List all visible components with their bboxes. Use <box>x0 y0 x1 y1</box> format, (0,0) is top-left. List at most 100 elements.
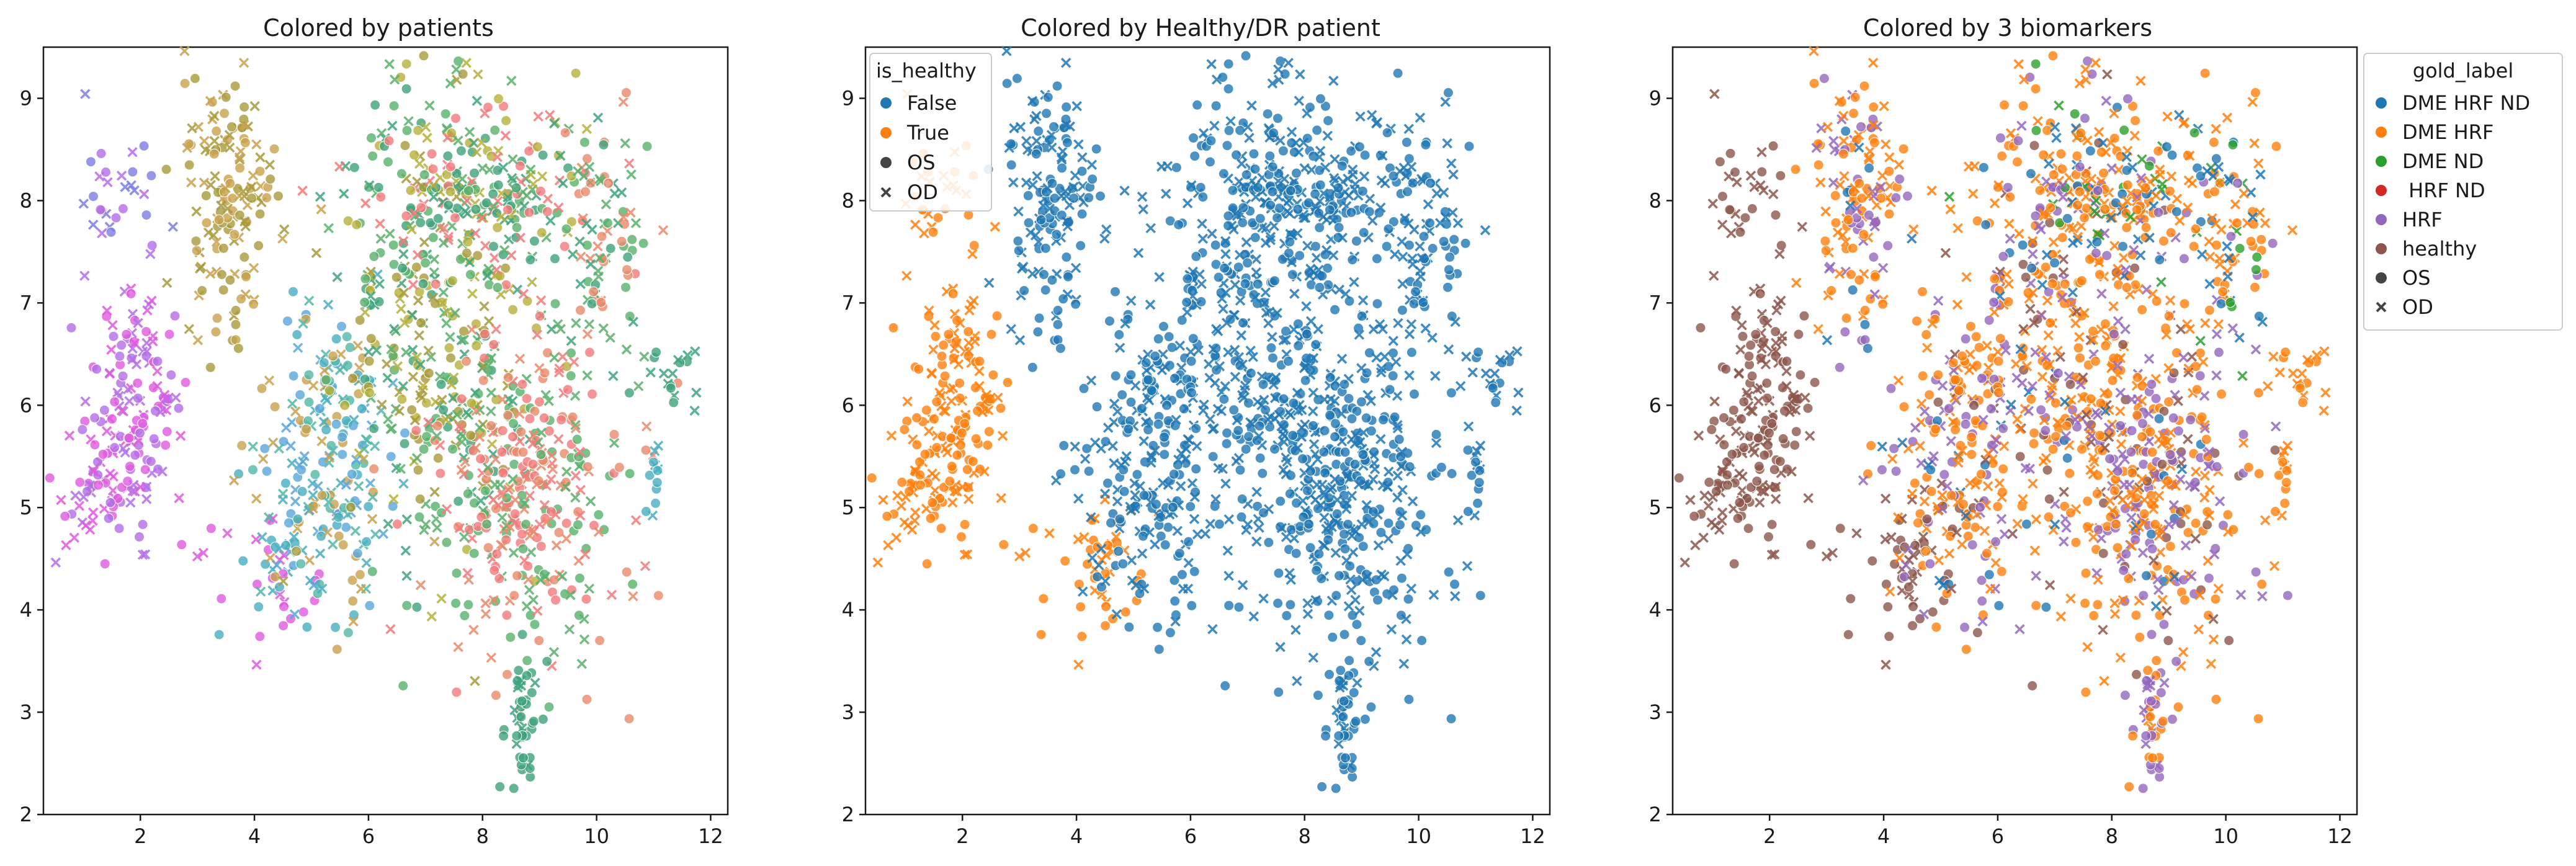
data-point <box>1489 368 1500 379</box>
data-point <box>1328 250 1339 261</box>
data-point <box>1854 142 1864 153</box>
data-point <box>398 478 409 489</box>
data-point <box>102 305 112 316</box>
data-point <box>350 525 361 537</box>
data-point <box>197 285 208 296</box>
data-point <box>364 355 375 367</box>
data-point <box>584 161 595 172</box>
data-point <box>2198 357 2209 367</box>
data-point <box>2163 519 2175 530</box>
data-point <box>80 396 91 407</box>
data-point <box>2152 574 2163 585</box>
data-point <box>2092 185 2103 196</box>
data-point <box>609 429 620 440</box>
data-point <box>274 581 285 592</box>
data-point <box>366 132 377 143</box>
data-point <box>1193 345 1204 355</box>
data-point <box>537 150 548 161</box>
data-point <box>539 413 550 424</box>
data-point <box>1071 100 1082 112</box>
data-point <box>155 407 166 417</box>
data-point <box>1220 287 1231 298</box>
data-point <box>407 344 418 355</box>
data-point <box>473 69 483 80</box>
data-point <box>1386 624 1397 635</box>
data-point <box>1339 629 1350 640</box>
data-point <box>278 576 288 587</box>
data-point <box>124 396 135 406</box>
data-point <box>2158 236 2169 247</box>
data-point <box>1427 243 1438 254</box>
panel-healthy: Colored by Healthy/DR patient 2 4 6 8 10 12 2… <box>842 14 1551 848</box>
data-point <box>549 118 560 129</box>
data-point <box>1125 369 1137 380</box>
data-point <box>594 635 606 646</box>
data-point <box>468 548 480 559</box>
data-point <box>2180 594 2190 605</box>
data-point <box>347 373 358 384</box>
data-point <box>545 215 556 226</box>
data-point <box>570 390 581 401</box>
data-point <box>1379 571 1390 582</box>
data-point <box>114 523 125 534</box>
data-point <box>1732 177 1742 187</box>
data-point <box>2208 136 2219 148</box>
data-point <box>1027 179 1038 190</box>
data-point <box>1380 178 1390 189</box>
data-point <box>1722 480 1733 491</box>
data-point <box>303 295 315 306</box>
data-point <box>198 547 209 558</box>
data-point <box>1151 499 1161 510</box>
data-point <box>1918 532 1929 542</box>
data-point <box>125 497 136 508</box>
data-point <box>96 148 107 159</box>
data-point <box>1016 263 1027 274</box>
data-point <box>120 182 130 192</box>
data-point <box>979 466 990 477</box>
data-point <box>535 449 547 460</box>
data-point <box>944 476 955 487</box>
data-point <box>1130 580 1141 591</box>
data-point <box>555 324 566 334</box>
data-point <box>1919 496 1930 507</box>
data-point <box>254 166 266 177</box>
data-point <box>1753 461 1764 472</box>
data-point <box>1275 56 1286 66</box>
data-point <box>2121 165 2132 176</box>
data-point <box>2090 407 2101 418</box>
data-point <box>486 420 496 431</box>
data-point <box>1392 470 1403 481</box>
data-point <box>205 269 216 279</box>
data-point <box>888 322 899 333</box>
data-point <box>122 476 133 487</box>
data-point <box>1044 203 1055 214</box>
x-tick-label: 12 <box>698 824 723 848</box>
data-point <box>97 449 109 460</box>
data-point <box>1350 716 1361 727</box>
data-point <box>1864 154 1874 165</box>
data-point <box>1440 96 1451 107</box>
data-point <box>1191 440 1202 452</box>
data-point <box>1252 396 1263 407</box>
data-point <box>640 561 651 571</box>
data-point <box>89 466 99 476</box>
data-point <box>435 468 446 479</box>
data-point <box>418 444 429 455</box>
data-point <box>2100 340 2111 351</box>
data-point <box>1330 154 1340 165</box>
data-point <box>2093 574 2103 585</box>
data-point <box>1339 379 1350 390</box>
data-point <box>87 516 98 526</box>
data-point <box>567 249 578 260</box>
data-point <box>511 738 522 749</box>
data-point <box>1047 142 1057 153</box>
data-point <box>2105 137 2116 148</box>
data-point <box>2104 495 2116 506</box>
data-point <box>2040 262 2051 273</box>
data-point <box>1112 406 1123 417</box>
data-point <box>375 192 387 203</box>
data-point <box>382 359 392 370</box>
data-point <box>173 403 184 414</box>
data-point <box>253 240 264 251</box>
data-point <box>1156 161 1167 172</box>
